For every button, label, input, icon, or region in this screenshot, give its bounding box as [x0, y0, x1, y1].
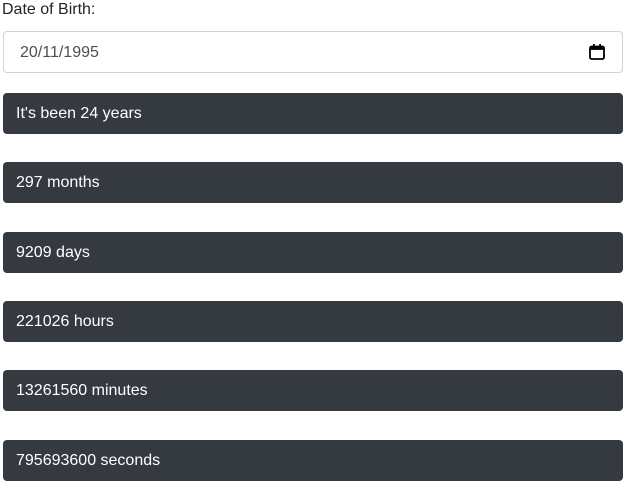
days-result: 9209 days: [3, 232, 623, 273]
minutes-result: 13261560 minutes: [3, 370, 623, 411]
dob-date-value: 20/11/1995: [20, 44, 99, 61]
months-result: 297 months: [3, 162, 623, 203]
hours-result: 221026 hours: [3, 301, 623, 342]
dob-date-input[interactable]: 20/11/1995: [3, 31, 623, 73]
dob-label: Date of Birth:: [2, 1, 96, 18]
calendar-icon[interactable]: [588, 43, 606, 61]
seconds-result: 795693600 seconds: [3, 440, 623, 481]
years-result: It's been 24 years: [3, 93, 623, 134]
